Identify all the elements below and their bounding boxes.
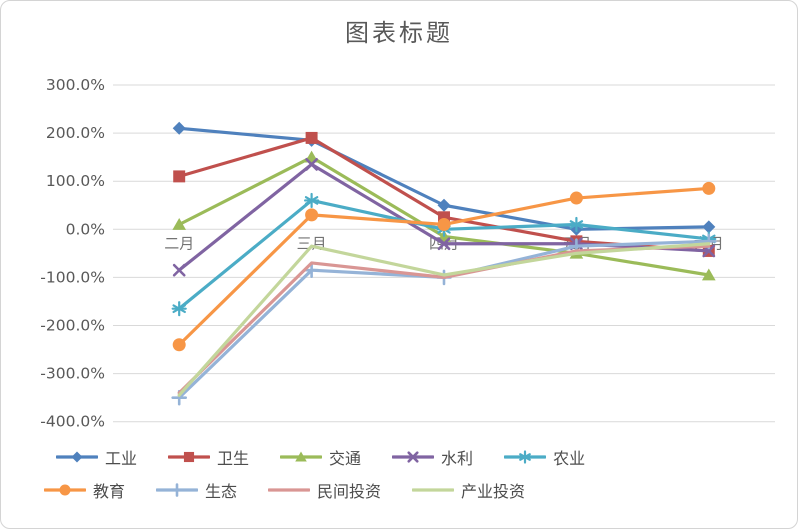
y-axis-tick-label: -400.0% [40,413,105,431]
legend-swatch [56,451,98,463]
legend-item-工业: 工业 [56,445,137,469]
x-marker-icon [305,157,318,171]
triangle-marker-icon [295,451,307,462]
diamond-marker-icon [702,220,716,234]
series-教育 [172,181,716,352]
x-marker-icon [172,263,186,277]
legend-item-产业投资: 产业投资 [412,478,525,502]
diamond-marker-icon [437,198,451,212]
triangle-marker-icon [701,268,716,281]
legend-item-教育: 教育 [44,478,125,502]
asterisk-marker-icon [568,216,585,233]
chart-legend: 工业 卫生 交通 水利 农业 教育 生态 民间投资 产业投资 [1,445,797,502]
legend-item-水利: 水利 [392,445,473,469]
x-marker-icon [437,237,451,251]
diamond-marker-icon [172,121,186,135]
legend-swatch [280,451,323,462]
square-marker-icon [183,451,195,463]
x-axis-category-label: 二月 [164,234,194,252]
legend-label: 交通 [329,449,362,468]
y-axis-tick-label: -300.0% [40,365,105,383]
legend-swatch [168,451,211,463]
circle-marker-icon [59,484,71,496]
series-产业投资 [177,242,711,397]
legend-label: 民间投资 [317,482,382,501]
triangle-marker-icon [172,217,187,230]
legend-label: 卫生 [217,449,250,468]
legend-label: 生态 [205,482,238,501]
legend-swatch [268,488,311,492]
asterisk-marker-icon [171,301,187,317]
legend-label: 农业 [553,449,586,468]
asterisk-marker-icon [304,192,320,209]
legend-label: 水利 [441,449,474,468]
legend-item-交通: 交通 [280,445,361,469]
legend-item-农业: 农业 [504,445,585,469]
series-line [177,242,711,397]
legend-label: 工业 [105,449,138,468]
x-marker-icon [407,451,419,463]
legend-swatch [504,450,547,464]
legend-swatch [392,451,435,463]
legend-swatch [156,483,199,497]
y-axis-tick-label: 300.0% [46,76,105,94]
y-axis-tick-label: 200.0% [46,124,105,142]
asterisk-marker-icon [518,450,532,464]
legend-swatch [44,484,86,496]
square-marker-icon [305,131,318,144]
circle-marker-icon [437,217,451,231]
circle-marker-icon [305,208,319,222]
circle-marker-icon [172,338,186,352]
plus-marker-icon [303,262,320,278]
legend-row-1: 工业 卫生 交通 水利 农业 [1,445,797,469]
legend-label: 教育 [93,482,126,501]
legend-row-2: 教育 生态 民间投资 产业投资 [1,478,797,502]
legend-item-民间投资: 民间投资 [268,478,381,502]
chart-plot-area: 300.0% 200.0% 100.0% 0.0% -100.0% -200.0% -300… [40,76,775,431]
circle-marker-icon [702,181,716,195]
plus-marker-icon [170,483,184,497]
legend-item-卫生: 卫生 [168,445,249,469]
legend-label: 产业投资 [461,482,526,501]
square-marker-icon [173,170,186,183]
y-axis-tick-label: -100.0% [40,268,105,286]
diamond-marker-icon [71,451,83,463]
chart-title: 图表标题 [345,19,453,47]
square-marker-icon [438,211,450,224]
y-axis-tick-label: 0.0% [66,220,105,238]
circle-marker-icon [569,191,583,205]
y-axis-tick-label: 100.0% [46,172,105,190]
y-axis-tick-label: -200.0% [40,317,105,335]
legend-item-生态: 生态 [156,478,237,502]
legend-swatch [412,488,455,492]
